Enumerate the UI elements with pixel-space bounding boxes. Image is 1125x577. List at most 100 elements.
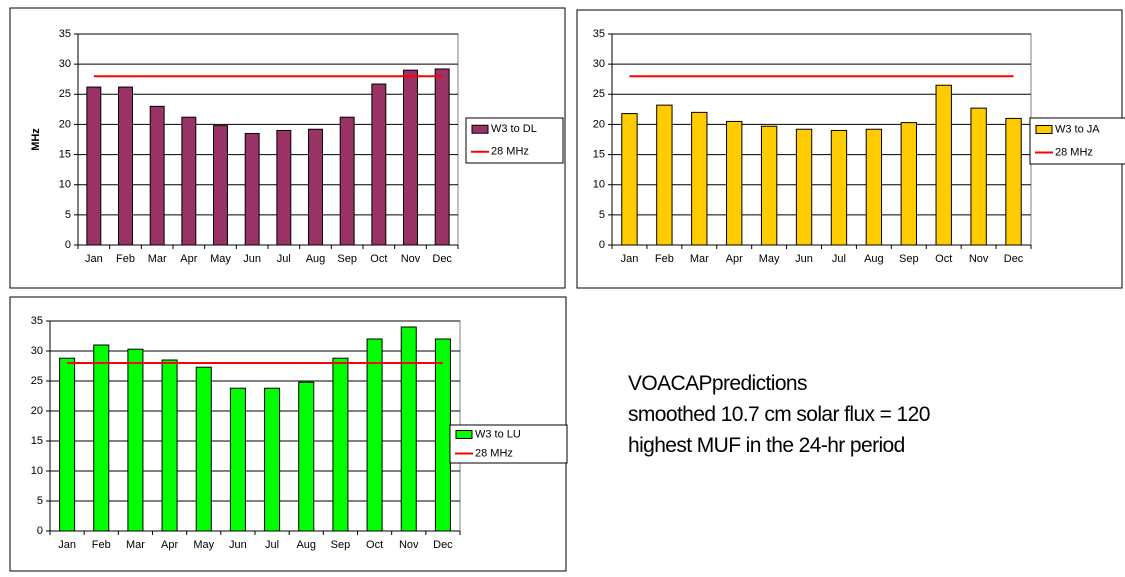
- x-tick-label: Jan: [85, 253, 103, 265]
- y-tick-label: 30: [31, 345, 43, 357]
- note: VOACAPpredictions: [628, 372, 807, 395]
- y-tick-label: 10: [31, 465, 43, 477]
- bar: [400, 326, 417, 532]
- plot-area: [77, 33, 459, 246]
- bar: [366, 338, 383, 532]
- y-tick-label: 5: [65, 209, 71, 221]
- x-tick-label: Feb: [116, 253, 135, 265]
- x-tick-label: Jan: [621, 253, 639, 265]
- legend-label: W3 to DL: [491, 123, 537, 135]
- x-tick-label: May: [193, 539, 214, 551]
- bar: [795, 128, 813, 246]
- x-tick-label: Oct: [935, 253, 952, 265]
- y-tick-label: 35: [59, 28, 71, 40]
- bar: [865, 128, 883, 246]
- x-tick-label: Sep: [337, 253, 357, 265]
- legend-label: W3 to JA: [1055, 123, 1100, 135]
- bar: [726, 120, 743, 246]
- y-tick-label: 15: [59, 148, 71, 160]
- y-tick-label: 10: [593, 179, 605, 191]
- bar: [161, 359, 178, 532]
- x-tick-label: Jun: [243, 253, 261, 265]
- x-tick-label: Aug: [864, 253, 884, 265]
- bar: [970, 107, 987, 246]
- bar: [656, 104, 673, 246]
- x-tick-label: Apr: [726, 253, 743, 265]
- x-tick-label: Sep: [331, 539, 351, 551]
- bar: [308, 128, 323, 246]
- y-tick-label: 20: [59, 118, 71, 130]
- bar: [195, 366, 212, 532]
- bar: [298, 381, 315, 532]
- legend-label: 28 MHz: [491, 146, 529, 158]
- y-tick-label: 15: [31, 435, 43, 447]
- x-tick-label: Apr: [180, 253, 197, 265]
- x-tick-label: Nov: [399, 539, 419, 551]
- x-tick-label: Mar: [148, 253, 167, 265]
- y-tick-label: 0: [65, 239, 71, 251]
- bar: [276, 129, 292, 246]
- legend-swatch: [455, 430, 473, 439]
- x-tick-label: Sep: [899, 253, 919, 265]
- y-tick-label: 25: [59, 88, 71, 100]
- x-tick-label: Oct: [370, 253, 387, 265]
- bar: [935, 84, 952, 246]
- y-tick-label: 25: [593, 88, 605, 100]
- x-tick-label: Jul: [265, 539, 279, 551]
- bar: [691, 111, 708, 246]
- y-tick-label: 10: [59, 179, 71, 191]
- y-axis-label: MHz: [30, 128, 42, 151]
- legend-swatch: [471, 124, 489, 134]
- x-tick-label: Oct: [366, 539, 383, 551]
- y-tick-label: 25: [31, 375, 43, 387]
- bar: [621, 113, 638, 246]
- x-tick-label: May: [759, 253, 780, 265]
- x-tick-label: Nov: [969, 253, 989, 265]
- bar: [1005, 117, 1022, 246]
- bar: [332, 357, 349, 532]
- x-tick-label: Jul: [277, 253, 291, 265]
- bar: [149, 105, 165, 246]
- y-tick-label: 5: [599, 209, 605, 221]
- legend-label: 28 MHz: [1055, 146, 1093, 158]
- x-tick-label: Mar: [126, 539, 145, 551]
- x-tick-label: Dec: [1004, 253, 1024, 265]
- bar: [86, 86, 102, 246]
- y-tick-label: 20: [31, 405, 43, 417]
- y-tick-label: 30: [593, 58, 605, 70]
- note: smoothed 10.7 cm solar flux = 120: [628, 403, 930, 426]
- bar: [434, 68, 450, 246]
- bar: [127, 348, 144, 532]
- bar: [118, 86, 133, 246]
- note: highest MUF in the 24-hr period: [628, 434, 905, 457]
- y-tick-label: 0: [37, 525, 43, 537]
- x-tick-label: Jul: [832, 253, 846, 265]
- bar: [434, 338, 451, 532]
- x-tick-label: May: [210, 253, 231, 265]
- x-tick-label: Nov: [401, 253, 421, 265]
- bar: [213, 125, 228, 246]
- x-tick-label: Aug: [306, 253, 326, 265]
- bar: [229, 387, 246, 532]
- x-tick-label: Mar: [690, 253, 709, 265]
- x-tick-label: Feb: [655, 253, 674, 265]
- legend-label: W3 to LU: [475, 428, 521, 440]
- legend-label: 28 MHz: [475, 447, 513, 459]
- y-tick-label: 5: [37, 495, 43, 507]
- x-tick-label: Jun: [229, 539, 247, 551]
- x-tick-label: Jun: [795, 253, 813, 265]
- x-tick-label: Aug: [296, 539, 316, 551]
- y-tick-label: 35: [31, 315, 43, 327]
- x-tick-label: Jan: [58, 539, 76, 551]
- y-tick-label: 0: [599, 239, 605, 251]
- bar: [244, 132, 260, 246]
- bar: [760, 125, 778, 246]
- plot-area: [611, 33, 1032, 246]
- y-tick-label: 35: [593, 28, 605, 40]
- bar: [181, 116, 197, 246]
- bar: [264, 387, 281, 532]
- bar: [830, 129, 848, 246]
- bar: [403, 69, 418, 246]
- x-tick-label: Dec: [433, 539, 453, 551]
- bar: [371, 83, 387, 246]
